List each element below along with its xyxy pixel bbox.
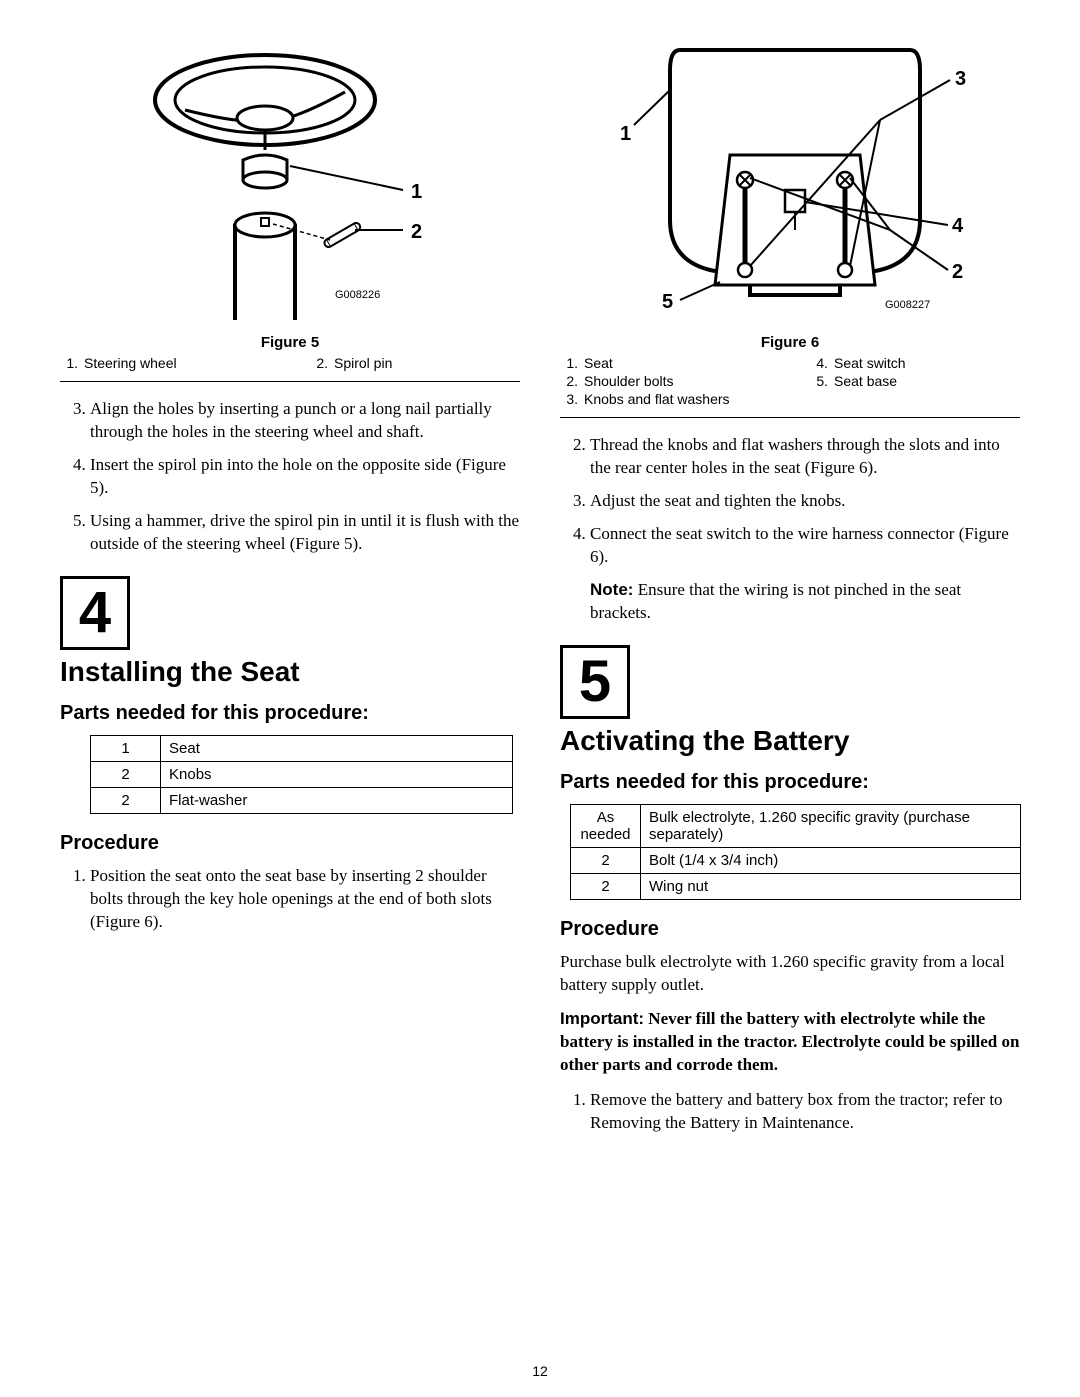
section-5-parts-table: As neededBulk electrolyte, 1.260 specifi… (570, 804, 1021, 900)
section-5-steps: Remove the battery and battery box from … (560, 1089, 1020, 1135)
section-5-title: Activating the Battery (560, 725, 1020, 757)
left-continued-steps: Align the holes by inserting a punch or … (60, 398, 520, 556)
important-prefix: Important: (560, 1009, 644, 1028)
r-step-4: Connect the seat switch to the wire harn… (590, 523, 1020, 569)
section-5-step-1: Remove the battery and battery box from … (590, 1089, 1020, 1135)
figure-5: 1 2 G008226 Figure 5 (60, 30, 520, 351)
note-prefix: Note: (590, 580, 633, 599)
section-5-intro: Purchase bulk electrolyte with 1.260 spe… (560, 951, 1020, 997)
svg-text:3: 3 (955, 68, 966, 90)
figure-6-caption: Figure 6 (560, 334, 1020, 351)
callout-1: 1 (411, 181, 422, 203)
section-5-procedure-heading: Procedure (560, 918, 1020, 941)
svg-text:1: 1 (620, 123, 631, 145)
step-4: Insert the spirol pin into the hole on t… (90, 454, 520, 500)
figure-5-svg: 1 2 G008226 (125, 30, 455, 330)
section-4-parts-table: 1Seat 2Knobs 2Flat-washer (90, 735, 513, 814)
section-5-box: 5 (560, 645, 630, 719)
section-4-steps: Position the seat onto the seat base by … (60, 865, 520, 934)
figure-5-gcode: G008226 (335, 289, 380, 301)
figure-6-legend: 1.Seat 2.Shoulder bolts 3.Knobs and flat… (560, 351, 1020, 418)
figure-6-svg: 1 3 4 2 5 G008227 (590, 30, 990, 330)
section-5-parts-heading: Parts needed for this procedure: (560, 771, 1020, 794)
step-5: Using a hammer, drive the spirol pin in … (90, 510, 520, 556)
section-4-parts-heading: Parts needed for this procedure: (60, 702, 520, 725)
section-4-box: 4 (60, 576, 130, 650)
section-4-step-1: Position the seat onto the seat base by … (90, 865, 520, 934)
section-4-procedure-heading: Procedure (60, 832, 520, 855)
r-step-3: Adjust the seat and tighten the knobs. (590, 490, 1020, 513)
important-block: Important: Never fill the battery with e… (560, 1008, 1020, 1077)
figure-5-caption: Figure 5 (60, 334, 520, 351)
right-continued-steps: Thread the knobs and flat washers throug… (560, 434, 1020, 569)
step-3: Align the holes by inserting a punch or … (90, 398, 520, 444)
figure-6-gcode: G008227 (885, 299, 930, 311)
figure-5-legend: 1.Steering wheel 2.Spirol pin (60, 351, 520, 382)
section-4-title: Installing the Seat (60, 656, 520, 688)
svg-text:4: 4 (952, 215, 964, 237)
svg-text:5: 5 (662, 291, 673, 313)
figure-6: 1 3 4 2 5 G008227 Figure 6 (560, 30, 1020, 351)
callout-2: 2 (411, 221, 422, 243)
r-step-2: Thread the knobs and flat washers throug… (590, 434, 1020, 480)
svg-text:2: 2 (952, 261, 963, 283)
note-body: Ensure that the wiring is not pinched in… (590, 580, 961, 622)
page-number: 12 (0, 1363, 1080, 1379)
note-block: Note: Ensure that the wiring is not pinc… (560, 579, 1020, 625)
